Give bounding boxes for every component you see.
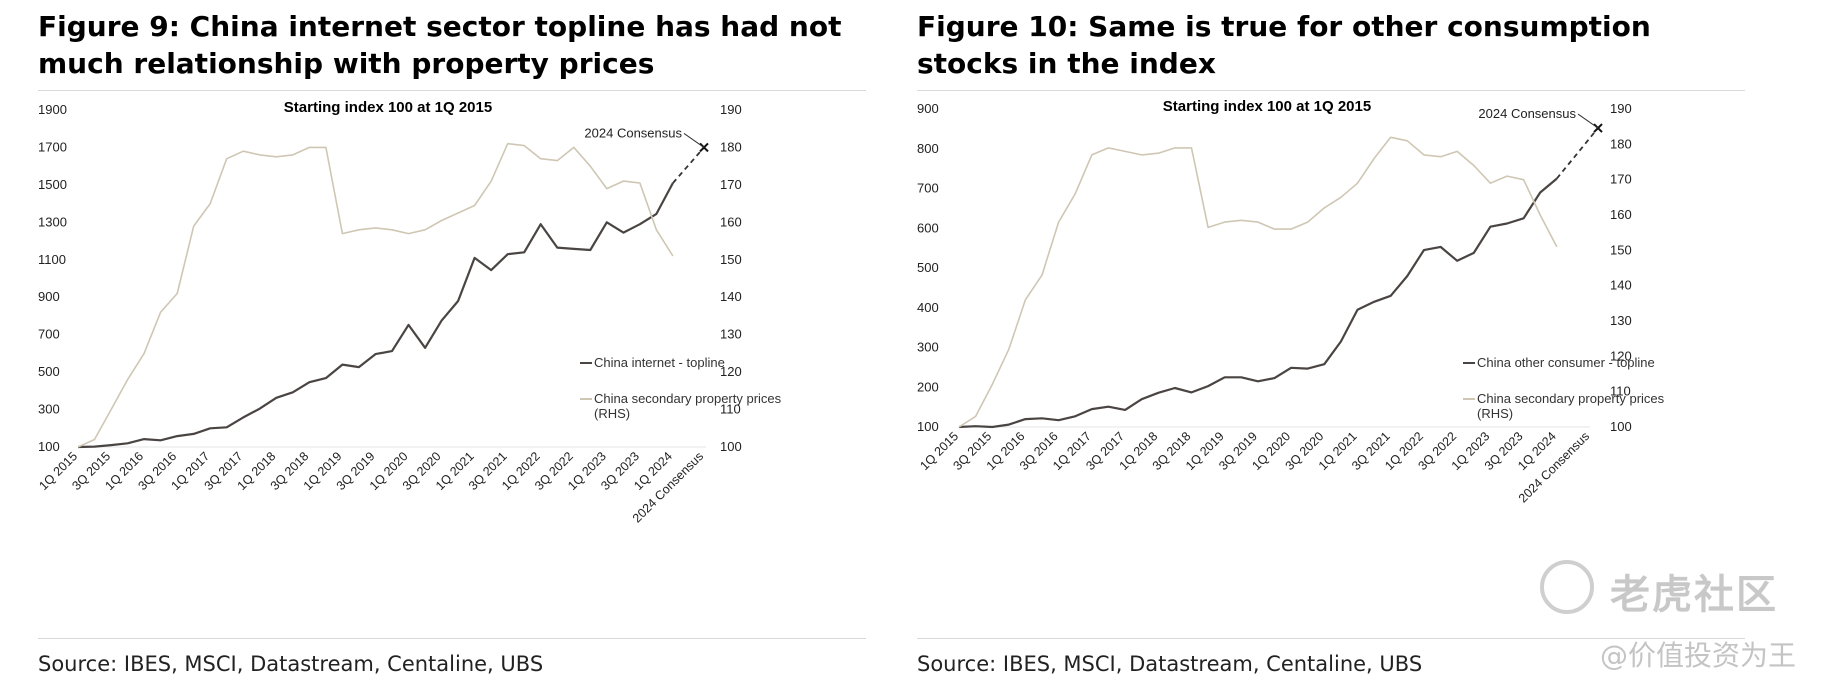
consensus-dashed-line — [672, 146, 705, 184]
figure-10-panel: Figure 10: Same is true for other consum… — [917, 0, 1745, 676]
watermark-handle: @价值投资为王 — [1600, 639, 1797, 672]
source-divider — [917, 638, 1745, 639]
y2-tick-label: 150 — [1610, 242, 1632, 257]
y-tick-label: 1500 — [38, 177, 67, 192]
y2-tick-label: 170 — [1610, 172, 1632, 187]
y-tick-label: 800 — [917, 141, 939, 156]
y-tick-label: 700 — [38, 327, 60, 342]
y2-tick-label: 140 — [1610, 278, 1632, 293]
chart-title: Starting index 100 at 1Q 2015 — [1163, 98, 1371, 115]
figure-title: Figure 10: Same is true for other consum… — [917, 10, 1651, 80]
watermark-logo-icon — [1540, 560, 1594, 614]
y-tick-label: 500 — [38, 364, 60, 379]
y-tick-label: 600 — [917, 220, 939, 235]
y-tick-label: 900 — [38, 289, 60, 304]
y2-tick-label: 160 — [1610, 207, 1632, 222]
legend-label: China other consumer - topline — [1477, 355, 1655, 370]
property-series-line — [958, 136, 1558, 428]
y2-tick-label: 190 — [720, 102, 742, 117]
y2-tick-label: 140 — [720, 289, 742, 304]
legend-label-unit: (RHS) — [1477, 406, 1513, 421]
y-tick-label: 700 — [917, 181, 939, 196]
y-tick-label: 1100 — [38, 252, 66, 267]
legend-label: China secondary property prices — [1477, 391, 1665, 406]
annotation-leader — [683, 133, 705, 148]
y2-tick-label: 120 — [720, 364, 742, 379]
y-tick-label: 100 — [917, 419, 939, 434]
y2-tick-label: 180 — [720, 139, 742, 154]
figure-9-chart: Starting index 100 at 1Q 2015 100 300 500 70… — [36, 99, 782, 525]
y-tick-label: 300 — [38, 402, 60, 417]
y2-tick-label: 110 — [1610, 384, 1631, 399]
source-note: Source: IBES, MSCI, Datastream, Centalin… — [38, 652, 544, 676]
y2-tick-label: 100 — [720, 439, 742, 454]
y-tick-label: 1300 — [38, 214, 67, 229]
y-tick-label: 900 — [917, 101, 939, 116]
y2-tick-label: 100 — [1610, 419, 1632, 434]
annotation-leader — [1577, 113, 1599, 129]
y-tick-label: 300 — [917, 340, 939, 355]
y2-tick-label: 150 — [720, 252, 742, 267]
figure-title: Figure 9: China internet sector topline … — [38, 10, 842, 80]
consensus-annotation: 2024 Consensus — [584, 125, 682, 140]
watermark-brand: 老虎社区 — [1610, 572, 1778, 618]
chart-title: Starting index 100 at 1Q 2015 — [284, 99, 492, 116]
source-divider — [38, 638, 866, 639]
y-tick-label: 1700 — [38, 139, 67, 154]
title-divider — [38, 90, 866, 91]
source-note: Source: IBES, MSCI, Datastream, Centalin… — [917, 652, 1423, 676]
legend-label: China secondary property prices — [594, 391, 782, 406]
y2-tick-label: 110 — [720, 402, 741, 417]
consensus-annotation: 2024 Consensus — [1478, 106, 1576, 121]
legend-label: China internet - topline — [594, 355, 725, 370]
figure-10-chart: Starting index 100 at 1Q 2015 100 200 300 40… — [917, 98, 1665, 505]
topline-series-line — [77, 182, 674, 449]
y-tick-label: 200 — [917, 379, 939, 394]
y2-tick-label: 170 — [720, 177, 742, 192]
property-series-line — [77, 142, 674, 448]
y-tick-label: 500 — [917, 260, 939, 275]
y-tick-label: 1900 — [38, 102, 67, 117]
y2-tick-label: 180 — [1610, 136, 1632, 151]
legend-label-unit: (RHS) — [594, 406, 630, 421]
title-divider — [917, 90, 1745, 91]
figure-9-panel: Figure 9: China internet sector topline … — [36, 0, 866, 676]
y2-tick-label: 160 — [720, 214, 742, 229]
y2-tick-label: 130 — [1610, 313, 1632, 328]
y-tick-label: 100 — [38, 439, 60, 454]
topline-series-line — [958, 177, 1558, 429]
consensus-dashed-line — [1556, 127, 1599, 180]
y2-tick-label: 190 — [1610, 101, 1632, 116]
y2-tick-label: 130 — [720, 327, 742, 342]
y-tick-label: 400 — [917, 300, 939, 315]
y2-tick-label: 120 — [1610, 348, 1632, 363]
